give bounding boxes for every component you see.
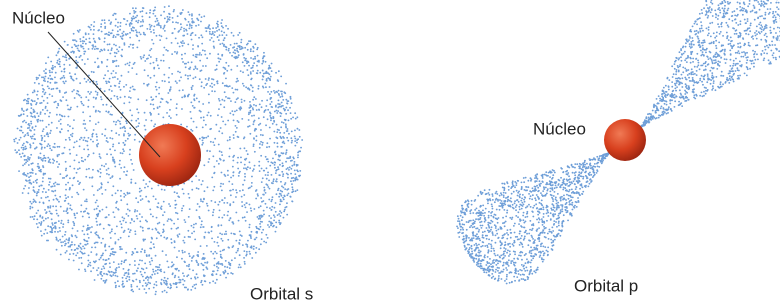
page: {"orbital_s": {"nucleus_label": "Núcleo"… <box>0 0 780 304</box>
p-orbital-label: Orbital p <box>574 276 638 295</box>
p-nucleus <box>604 119 646 161</box>
s-nucleus <box>139 124 201 186</box>
pointer-line <box>48 32 160 157</box>
s-nucleus-label: Núcleo <box>12 8 65 27</box>
p-nucleus-label: Núcleo <box>533 119 586 138</box>
electron-cloud <box>14 0 780 294</box>
s-orbital-label: Orbital s <box>250 284 313 303</box>
p-orbital-upper-dots <box>640 0 780 128</box>
p-orbital-lower-dots <box>457 152 610 284</box>
orbital-diagram: Núcleo Orbital s Núcleo Orbital p <box>0 0 780 304</box>
